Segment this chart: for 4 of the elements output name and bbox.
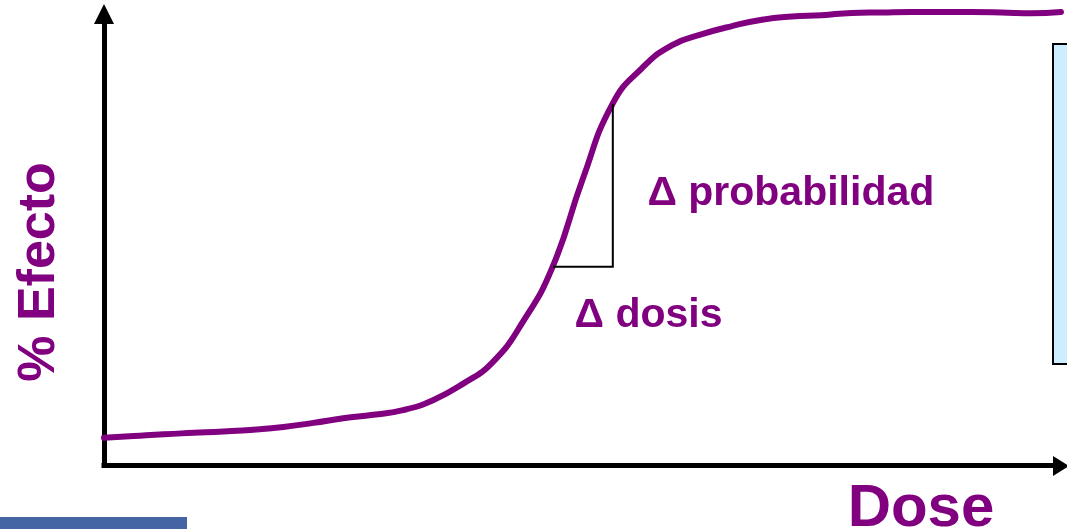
annotation: Δ probabilidad	[647, 168, 935, 215]
y-axis-title: % Efecto	[7, 162, 65, 382]
x-axis-title: Dose	[847, 471, 995, 529]
annotation: Δ dosis	[574, 289, 723, 336]
